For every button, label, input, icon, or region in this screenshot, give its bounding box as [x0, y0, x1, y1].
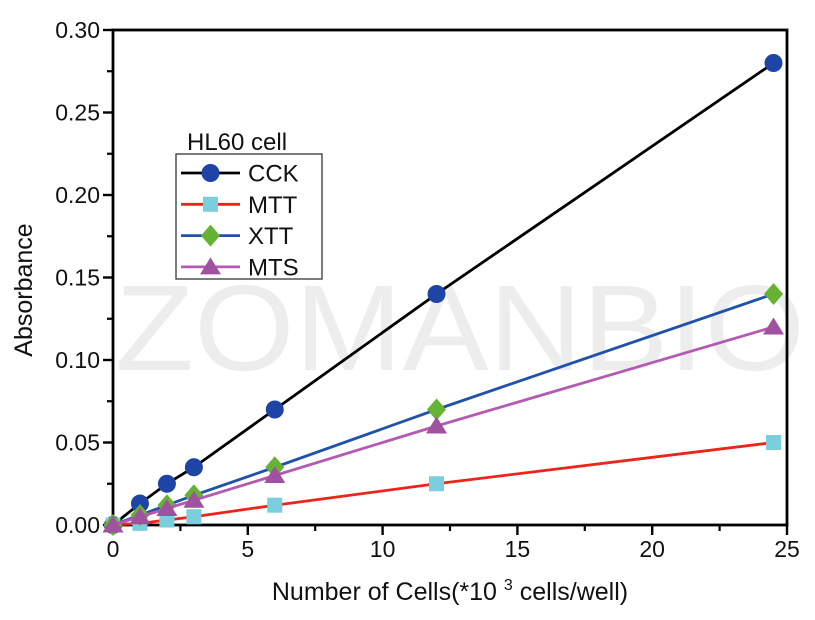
series-marker-MTS-1	[129, 507, 151, 525]
x-axis-title-prefix: Number of Cells(*10	[272, 578, 497, 606]
series-marker-MTT-5	[429, 476, 445, 492]
legend-label-MTS: MTS	[248, 254, 299, 281]
series-marker-XTT-5	[427, 398, 447, 421]
series-marker-CCK-3	[184, 458, 203, 477]
legend-label-CCK: CCK	[248, 161, 299, 188]
legend-triangle-icon	[200, 257, 221, 275]
series-marker-CCK-6	[764, 54, 783, 72]
series-marker-MTS-2	[156, 499, 178, 516]
x-axis-title-suffix: cells/well)	[520, 578, 628, 606]
plot-frame	[111, 28, 789, 527]
series-marker-MTT-2	[159, 512, 175, 528]
legend-entry-XTT: XTT	[181, 223, 294, 250]
series-marker-MTS-6	[763, 317, 785, 335]
series-marker-CCK-1	[130, 494, 149, 513]
watermark-text: ZOMANBIO	[115, 260, 805, 396]
legend-entry-MTS: MTS	[181, 254, 299, 281]
series-marker-MTS-0	[102, 515, 124, 533]
legend-entry-MTT: MTT	[181, 192, 298, 219]
series-marker-CCK-5	[427, 285, 446, 303]
y-tick-label: 0.10	[55, 347, 100, 373]
series-marker-CCK-2	[157, 474, 176, 493]
y-axis-title: Absorbance	[10, 223, 38, 356]
y-tick-label: 0.05	[55, 430, 100, 456]
series-marker-XTT-6	[764, 283, 784, 305]
legend-title: HL60 cell	[187, 129, 287, 156]
legend: CCK MTT XTT MTS	[175, 153, 323, 281]
legend-label-MTT: MTT	[248, 192, 298, 219]
x-tick-label: 15	[505, 536, 531, 562]
y-tick-label: 0.25	[55, 100, 100, 126]
x-tick-label: 25	[774, 536, 800, 562]
series-marker-MTT-3	[186, 509, 202, 525]
legend-circle-icon	[201, 164, 220, 182]
x-axis-title: Number of Cells(*10 3 cells/well)	[272, 568, 628, 606]
series-marker-CCK-4	[265, 400, 284, 419]
series-marker-MTT-6	[766, 435, 782, 450]
legend-entry-CCK: CCK	[181, 161, 299, 188]
legend-label-XTT: XTT	[248, 223, 294, 250]
legend-box	[175, 153, 323, 280]
x-tick-label: 5	[241, 536, 254, 562]
x-tick-label: 20	[639, 536, 665, 562]
series-marker-MTS-3	[183, 490, 205, 508]
y-tick-label: 0.20	[55, 182, 100, 208]
y-tick-label: 0.00	[55, 512, 100, 538]
x-axis-title-superscript: 3	[504, 577, 513, 594]
y-tick-label: 0.30	[55, 17, 100, 43]
x-tick-label: 0	[107, 536, 120, 562]
y-tick-label: 0.15	[55, 265, 100, 291]
x-tick-label: 10	[370, 536, 396, 562]
series-group	[102, 54, 785, 536]
legend-diamond-icon	[201, 224, 220, 247]
series-marker-MTT-4	[267, 497, 283, 513]
axis-tick-labels: 0 5 10 15 20 25 0.00 0.05 0.10 0.15 0.20 0.25 0.30	[55, 17, 800, 562]
legend-square-icon	[203, 196, 218, 212]
series-marker-MTS-5	[426, 416, 448, 434]
series-marker-MTS-4	[264, 466, 286, 483]
